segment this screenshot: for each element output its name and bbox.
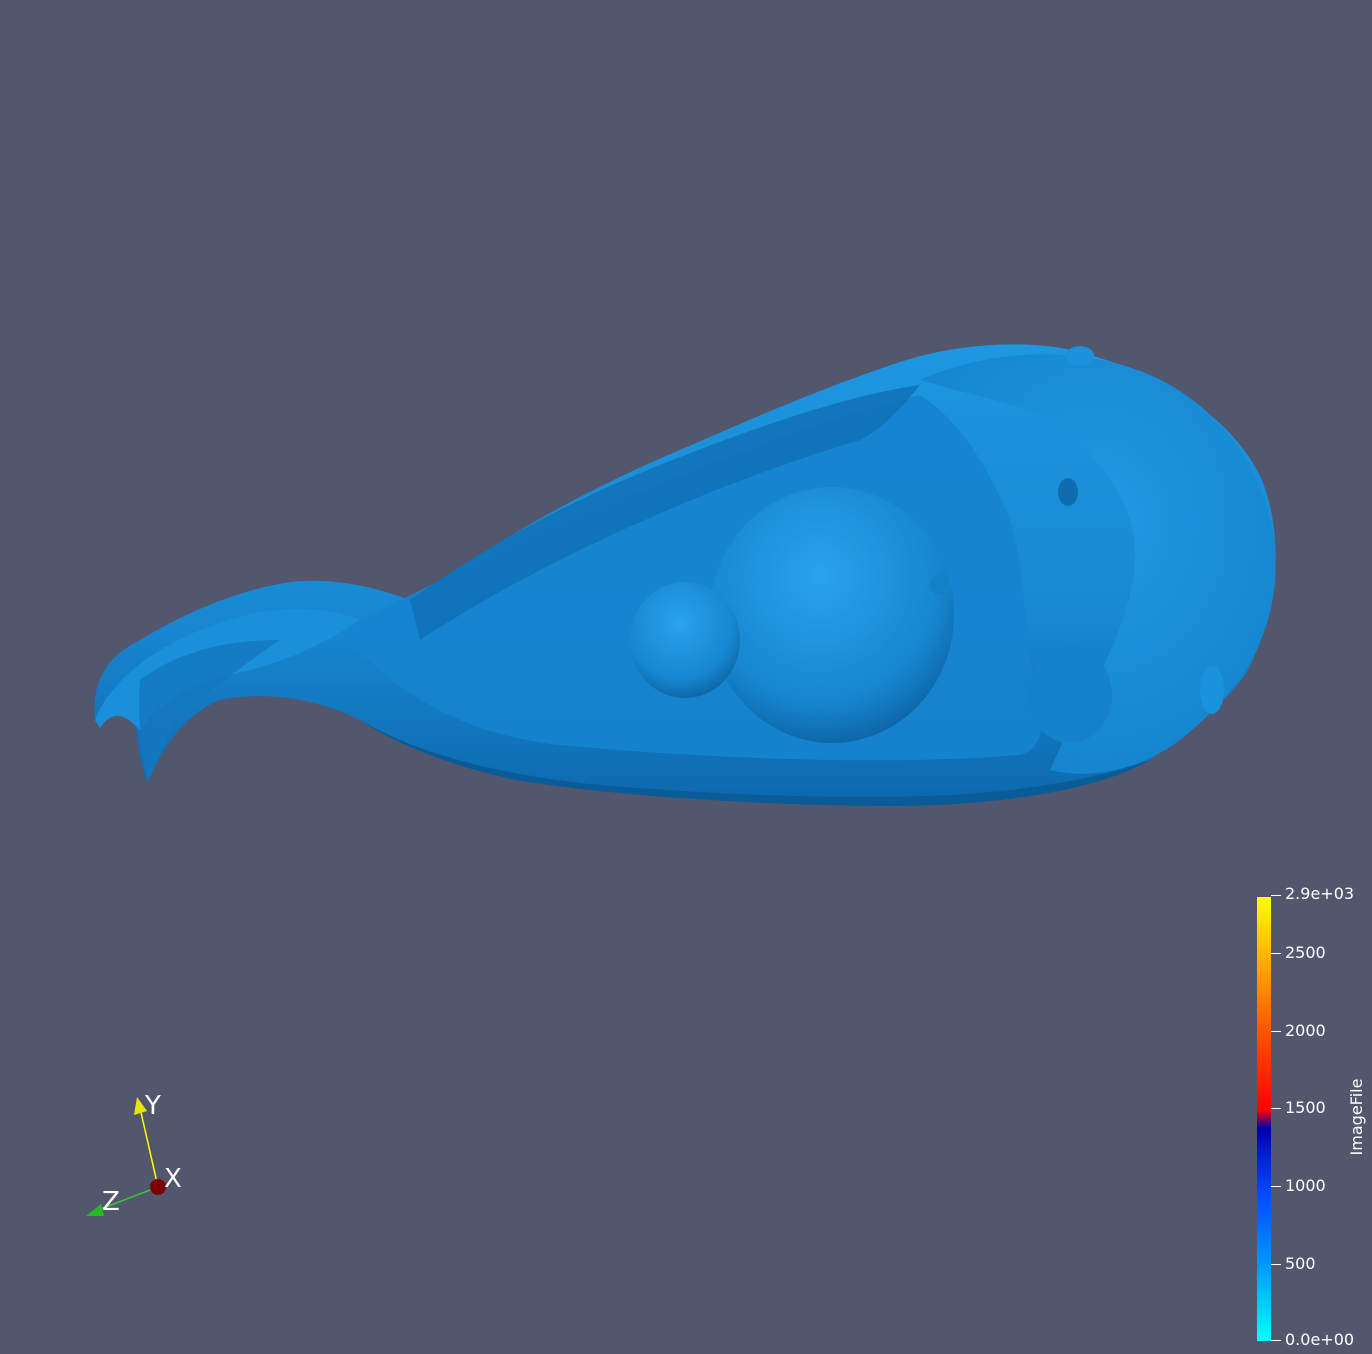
tick-label-max: 2.9e+03 xyxy=(1285,884,1355,903)
head-dome xyxy=(920,354,1276,774)
tick-mark-1500 xyxy=(1271,1108,1281,1109)
small-feature-2 xyxy=(1058,478,1078,506)
scalar-bar-title: ImageFile xyxy=(1347,1078,1366,1156)
colorbar-gradient xyxy=(1257,897,1271,1341)
tick-mark-top xyxy=(1271,895,1281,896)
tick-mark-2000 xyxy=(1271,1031,1281,1032)
orientation-axes-lines xyxy=(86,1097,166,1216)
x-axis-label: X xyxy=(164,1164,182,1194)
tick-mark-1000 xyxy=(1271,1186,1281,1187)
bump-2 xyxy=(1200,666,1224,714)
tick-label-1500: 1500 xyxy=(1285,1098,1326,1117)
upper-wall xyxy=(410,385,920,640)
tick-label-1000: 1000 xyxy=(1285,1176,1326,1195)
tick-mark-500 xyxy=(1271,1264,1281,1265)
tick-mark-2500 xyxy=(1271,953,1281,954)
z-axis-arrow-icon xyxy=(86,1204,104,1216)
tick-label-2000: 2000 xyxy=(1285,1021,1326,1040)
small-feature-1 xyxy=(930,575,950,595)
bottom-rim xyxy=(360,720,1150,806)
x-axis-dot-icon xyxy=(150,1179,166,1195)
bump-1 xyxy=(1066,346,1094,366)
tick-label-min: 0.0e+00 xyxy=(1285,1330,1355,1349)
tail-fin-inner xyxy=(139,640,280,782)
tick-mark-bottom xyxy=(1271,1340,1281,1341)
y-axis-label: Y xyxy=(145,1091,161,1121)
tick-label-500: 500 xyxy=(1285,1254,1316,1273)
tick-label-2500: 2500 xyxy=(1285,943,1326,962)
y-axis-arrow-icon xyxy=(134,1097,147,1115)
large-sphere xyxy=(710,487,954,743)
small-sphere xyxy=(630,582,740,698)
organ-blob xyxy=(1028,647,1112,743)
z-axis-label: Z xyxy=(102,1187,120,1217)
